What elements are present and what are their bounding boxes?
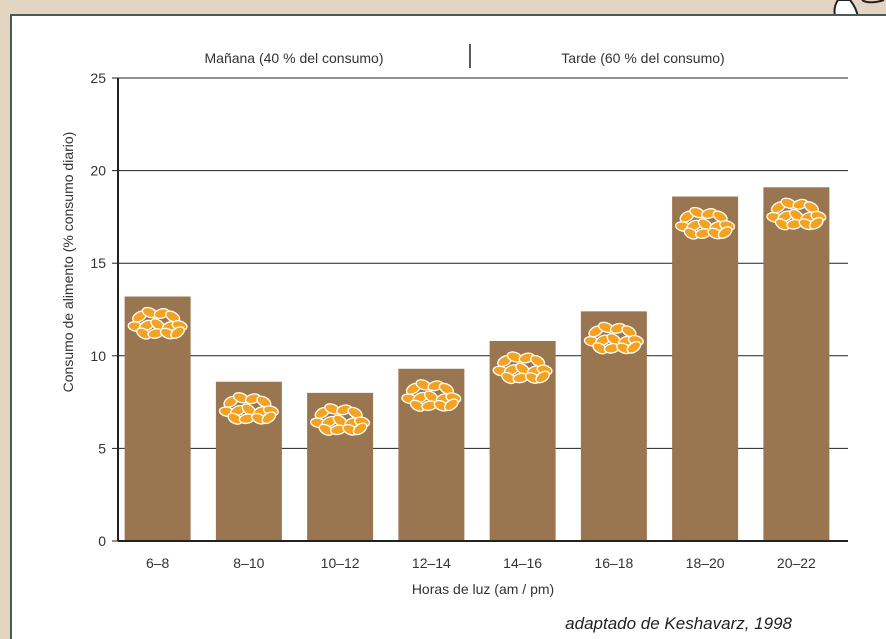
x-tick-label: 16–18 xyxy=(594,555,633,571)
x-tick-label: 20–22 xyxy=(777,555,816,571)
grain-pile-icon xyxy=(127,306,188,340)
period-morning-label: Mañana (40 % del consumo) xyxy=(205,50,384,66)
x-tick-label: 10–12 xyxy=(321,555,360,571)
bar xyxy=(672,196,739,541)
x-tick-label: 6–8 xyxy=(146,555,170,571)
grain-pile-icon xyxy=(675,206,736,240)
y-axis-label: Consumo de alimento (% consumo diario) xyxy=(60,132,76,393)
grain-pile-icon xyxy=(401,379,462,412)
x-tick-label: 12–14 xyxy=(412,555,451,571)
bar xyxy=(763,187,830,541)
grain-pile-icon xyxy=(583,321,644,355)
x-tick-label: 18–20 xyxy=(686,555,725,571)
y-tick-label: 20 xyxy=(90,163,106,179)
grain-pile-icon xyxy=(492,351,553,385)
y-tick-label: 10 xyxy=(90,348,106,364)
period-afternoon-label: Tarde (60 % del consumo) xyxy=(561,50,724,66)
y-tick-label: 5 xyxy=(98,440,106,456)
y-tick-label: 15 xyxy=(90,255,106,271)
grain-pile-icon xyxy=(766,197,827,231)
x-tick-label: 8–10 xyxy=(233,555,264,571)
y-tick-label: 25 xyxy=(90,70,106,86)
x-tick-label: 14–16 xyxy=(503,555,542,571)
grain-pile-icon xyxy=(218,392,279,425)
x-axis-label: Horas de luz (am / pm) xyxy=(412,581,554,597)
y-tick-label: 0 xyxy=(98,533,106,549)
source-citation: adaptado de Keshavarz, 1998 xyxy=(565,614,792,633)
grain-pile-icon xyxy=(310,403,371,436)
